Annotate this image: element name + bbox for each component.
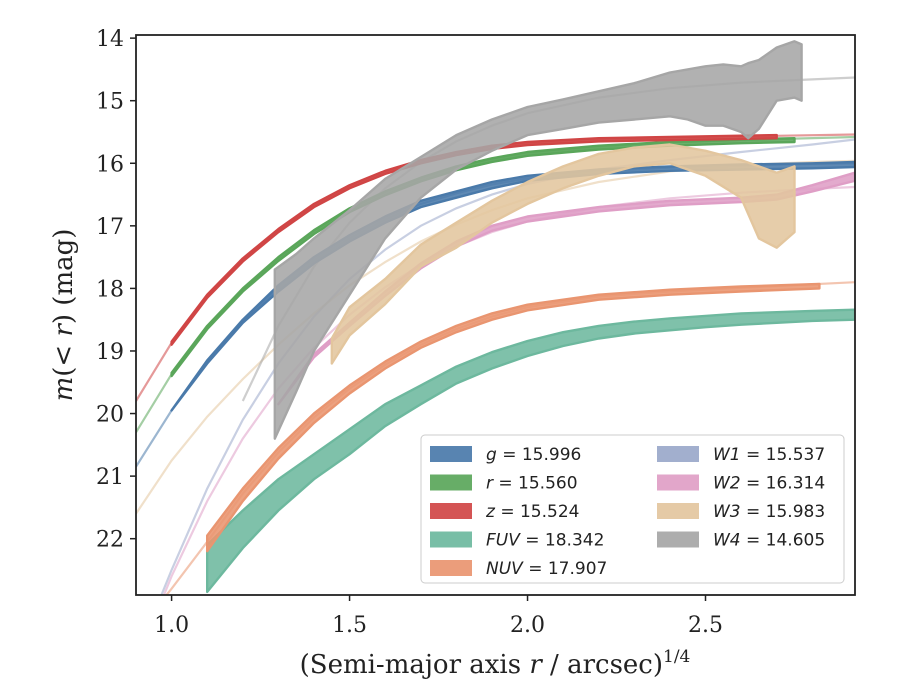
legend-entry-z: z = 15.524 [430,502,579,522]
legend-label-z: z = 15.524 [485,502,579,522]
legend-entry-g: g = 15.996 [430,445,581,465]
x-axis-label: (Semi-major axis r / arcsec)1/4 [300,647,691,680]
legend-label-fuv: FUV = 18.342 [486,531,604,551]
ticks-layer: 1.0 1.5 2.0 2.5 14 15 16 17 18 19 20 21 22 [96,27,723,638]
legend-label-g: g = 15.996 [486,445,581,465]
legend-swatch-w3 [657,503,699,519]
y-tick-label: 22 [96,528,124,553]
y-axis-label: m(< r) (mag) [49,229,79,402]
profile-band-fuv [206,308,855,594]
x-tick-label: 1.5 [332,613,367,638]
x-tick-label: 1.0 [154,613,189,638]
x-tick-label: 2.5 [688,613,723,638]
y-tick-label: 14 [96,27,124,52]
y-tick-label: 17 [96,215,124,240]
legend-entry-w2: W2 = 16.314 [657,474,825,494]
legend-entries: g = 15.996 r = 15.560 z = 15.524 FUV = 18.3… [430,445,825,579]
legend-entry-r: r = 15.560 [430,474,578,494]
profile-band-z [170,133,778,346]
y-tick-label: 16 [96,152,124,177]
legend-swatch-w1 [657,446,699,462]
series-layer [136,40,855,595]
legend-entry-w3: W3 = 15.983 [657,502,825,522]
legend-entry-w1: W1 = 15.537 [657,445,825,465]
legend: g = 15.996 r = 15.560 z = 15.524 FUV = 18.3… [420,434,845,584]
profile-band-r [170,137,796,378]
x-tick-label: 2.0 [510,613,545,638]
legend-swatch-nuv [430,560,472,576]
legend-swatch-w2 [657,474,699,491]
y-tick-label: 19 [96,340,124,365]
plot-frame [135,34,856,596]
legend-label-nuv: NUV = 17.907 [486,559,607,579]
y-tick-label: 15 [96,90,124,115]
y-tick-label: 18 [96,277,124,302]
legend-label-r: r = 15.560 [486,474,578,494]
legend-entry-nuv: NUV = 17.907 [430,559,607,579]
profile-band-w3 [330,143,796,365]
legend-label-w3: W3 = 15.983 [713,502,825,522]
profile-band-w4 [273,40,803,440]
legend-swatch-fuv [430,531,472,548]
legend-box [420,434,845,584]
legend-swatch-r [430,474,472,491]
legend-label-w1: W1 = 15.537 [713,445,825,465]
y-tick-label: 21 [96,465,124,490]
legend-swatch-g [430,446,472,462]
y-tick-label: 20 [96,403,124,428]
legend-label-w4: W4 = 14.605 [713,531,825,551]
legend-entry-w4: W4 = 14.605 [657,531,825,551]
legend-swatch-z [430,503,472,519]
legend-label-w2: W2 = 16.314 [713,474,825,494]
legend-entry-fuv: FUV = 18.342 [430,531,604,551]
legend-swatch-w4 [657,531,699,548]
profile-band-nuv [206,282,821,553]
